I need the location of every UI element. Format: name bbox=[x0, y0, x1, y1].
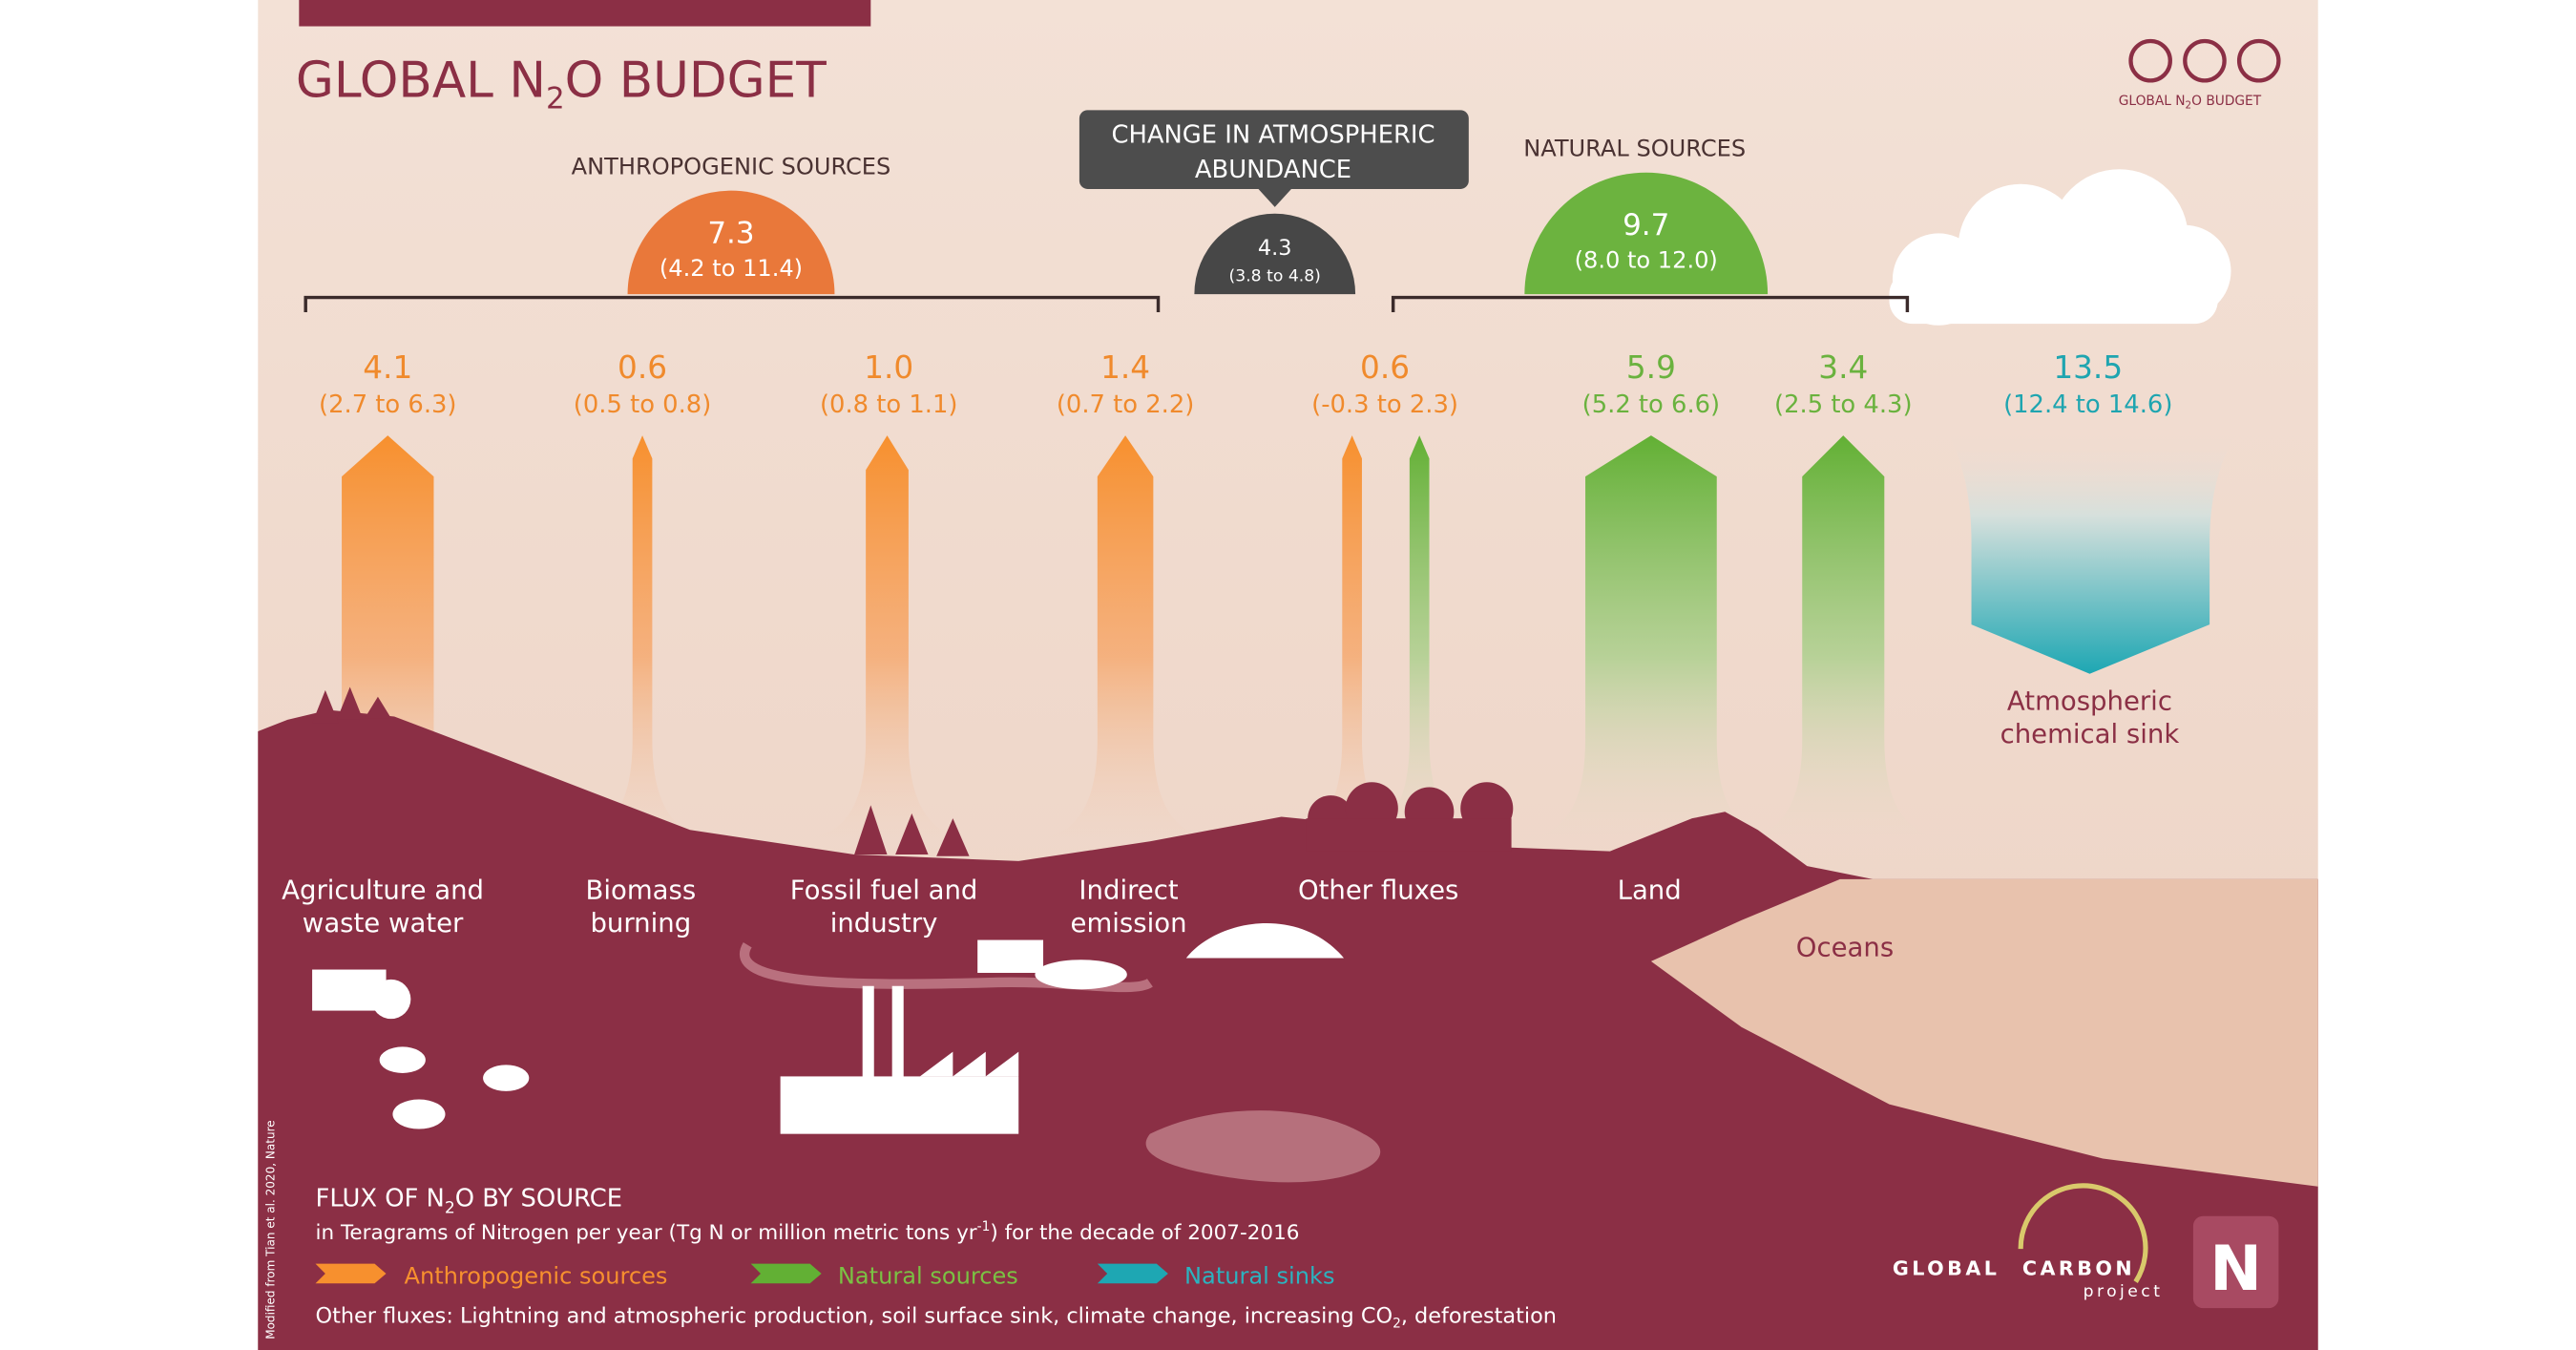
pond bbox=[1145, 1110, 1381, 1183]
flux-label: waste water bbox=[303, 908, 464, 939]
group-total: 4.3 bbox=[1258, 236, 1292, 261]
flux-label: emission bbox=[1071, 908, 1187, 939]
flux-value: 3.4 bbox=[1818, 349, 1868, 386]
flux-label: Fossil fuel and bbox=[790, 875, 978, 906]
callout-pointer bbox=[1258, 188, 1291, 207]
gcp-word: project bbox=[2084, 1282, 2164, 1301]
flux-label: Land bbox=[1618, 875, 1682, 906]
group-label: NATURAL SOURCES bbox=[1523, 136, 1746, 162]
flux-label: industry bbox=[830, 908, 938, 939]
flux-value: 1.0 bbox=[864, 349, 913, 386]
group-dome bbox=[1194, 213, 1356, 295]
flux-label: chemical sink bbox=[2000, 719, 2180, 749]
group-dome bbox=[627, 190, 835, 295]
flux-value: 4.1 bbox=[363, 349, 412, 386]
units-sup: -1 bbox=[977, 1219, 991, 1234]
bracket bbox=[1391, 295, 1910, 313]
other-part: Other fluxes: Lightning and atmospheric … bbox=[316, 1304, 1393, 1329]
legend-swatch bbox=[315, 1263, 387, 1284]
callout-box bbox=[1079, 110, 1469, 189]
flux-value: 5.9 bbox=[1626, 349, 1676, 386]
heading-part: FLUX OF N bbox=[316, 1184, 445, 1213]
flux-value: 13.5 bbox=[2053, 349, 2123, 386]
flux-arrow bbox=[276, 435, 500, 838]
group-total: 9.7 bbox=[1623, 208, 1669, 243]
title-part: O BUDGET bbox=[565, 53, 827, 110]
flux-value: 0.6 bbox=[618, 349, 667, 386]
group-range: (3.8 to 4.8) bbox=[1229, 266, 1321, 285]
group-range: (4.2 to 11.4) bbox=[660, 255, 803, 282]
other-part: , deforestation bbox=[1401, 1304, 1557, 1329]
river bbox=[740, 942, 1153, 993]
caption-part: GLOBAL N bbox=[2119, 94, 2186, 109]
flux-range: (5.2 to 6.6) bbox=[1582, 390, 1720, 419]
caption-sub: 2 bbox=[2186, 100, 2192, 112]
flux-label: burning bbox=[590, 908, 691, 939]
n-logo: N bbox=[2209, 1233, 2262, 1305]
flux-range: (0.8 to 1.1) bbox=[820, 390, 957, 419]
flux-range: (12.4 to 14.6) bbox=[2003, 390, 2172, 419]
trees bbox=[312, 686, 1514, 856]
callout-text: CHANGE IN ATMOSPHERIC bbox=[1111, 121, 1435, 150]
title-part: GLOBAL N bbox=[296, 53, 546, 110]
units-part: in Teragrams of Nitrogen per year (Tg N … bbox=[316, 1221, 977, 1245]
footer-heading: FLUX OF N2O BY SOURCE bbox=[316, 1184, 623, 1217]
bracket bbox=[304, 295, 1161, 313]
group-range: (8.0 to 12.0) bbox=[1575, 247, 1718, 274]
ocean bbox=[1650, 878, 2318, 1187]
flux-value: 1.4 bbox=[1100, 349, 1150, 386]
flux-value: 0.6 bbox=[1360, 349, 1410, 386]
footer-units: in Teragrams of Nitrogen per year (Tg N … bbox=[316, 1219, 1300, 1245]
legend-label: Natural sinks bbox=[1184, 1262, 1334, 1289]
other-sub: 2 bbox=[1393, 1317, 1401, 1332]
units-part: ) for the decade of 2007-2016 bbox=[990, 1221, 1299, 1245]
flux-label: Biomass bbox=[585, 875, 696, 906]
flux-range: (0.7 to 2.2) bbox=[1057, 390, 1194, 419]
gcp-arc bbox=[2018, 1183, 2148, 1283]
license-icons bbox=[2128, 38, 2281, 83]
flux-label: Oceans bbox=[1796, 933, 1894, 963]
gcp-word: CARBON bbox=[2022, 1257, 2135, 1280]
flux-arrow bbox=[1344, 435, 1496, 838]
title-sub: 2 bbox=[546, 82, 565, 116]
flux-label: Agriculture and bbox=[282, 875, 484, 906]
flux-range: (0.5 to 0.8) bbox=[574, 390, 711, 419]
flux-label: Indirect bbox=[1079, 875, 1178, 906]
flux-arrow bbox=[1276, 435, 1428, 838]
flux-arrow bbox=[1736, 435, 1951, 838]
gcp-word: GLOBAL bbox=[1893, 1257, 2000, 1280]
title: GLOBAL N2O BUDGET bbox=[296, 53, 827, 116]
flux-range: (-0.3 to 2.3) bbox=[1311, 390, 1458, 419]
group-total: 7.3 bbox=[707, 217, 754, 251]
group-dome bbox=[1524, 172, 1769, 295]
flux-range: (2.7 to 6.3) bbox=[319, 390, 456, 419]
footer-other: Other fluxes: Lightning and atmospheric … bbox=[316, 1304, 1557, 1332]
citation: Modified from Tian et al. 2020, Nature bbox=[263, 1120, 277, 1339]
heading-part: O BY SOURCE bbox=[455, 1184, 622, 1213]
callout-text: ABUNDANCE bbox=[1195, 156, 1351, 184]
top-bar bbox=[299, 0, 871, 27]
land-icons bbox=[312, 923, 1345, 1134]
flux-range: (2.5 to 4.3) bbox=[1774, 390, 1912, 419]
land bbox=[258, 709, 2318, 1350]
flux-arrow bbox=[566, 435, 719, 838]
legend-label: Natural sources bbox=[838, 1262, 1018, 1289]
heading-sub: 2 bbox=[445, 1198, 455, 1217]
caption-part: O BUDGET bbox=[2191, 94, 2262, 109]
license-caption: GLOBAL N2O BUDGET bbox=[2119, 94, 2262, 111]
flux-label: Atmospheric bbox=[2007, 686, 2172, 717]
flux-arrow bbox=[800, 435, 974, 838]
legend-swatch bbox=[1097, 1263, 1168, 1284]
sink-arrow bbox=[1946, 430, 2238, 674]
group-label: ANTHROPOGENIC SOURCES bbox=[572, 153, 891, 179]
flux-arrow bbox=[1031, 435, 1220, 838]
n-logo-bg bbox=[2192, 1215, 2279, 1309]
cloud bbox=[1889, 169, 2231, 326]
flux-label: Other fluxes bbox=[1298, 875, 1458, 906]
legend-label: Anthropogenic sources bbox=[404, 1262, 667, 1289]
legend-swatch bbox=[750, 1263, 822, 1284]
